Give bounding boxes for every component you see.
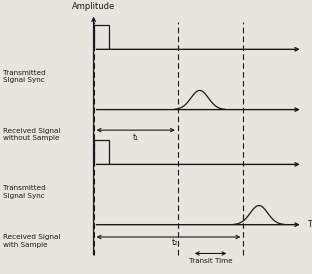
Text: Received Signal
with Sample: Received Signal with Sample: [3, 234, 61, 248]
Text: Transit Time: Transit Time: [189, 258, 232, 264]
Text: Transmitted
Signal Sync: Transmitted Signal Sync: [3, 70, 46, 84]
Text: Received Signal
without Sample: Received Signal without Sample: [3, 127, 61, 141]
Text: Amplitude: Amplitude: [72, 2, 115, 11]
Text: Transmitted
Signal Sync: Transmitted Signal Sync: [3, 185, 46, 199]
Text: Time: Time: [307, 220, 312, 229]
Text: t₁: t₁: [133, 133, 139, 141]
Text: t₂: t₂: [172, 238, 178, 247]
